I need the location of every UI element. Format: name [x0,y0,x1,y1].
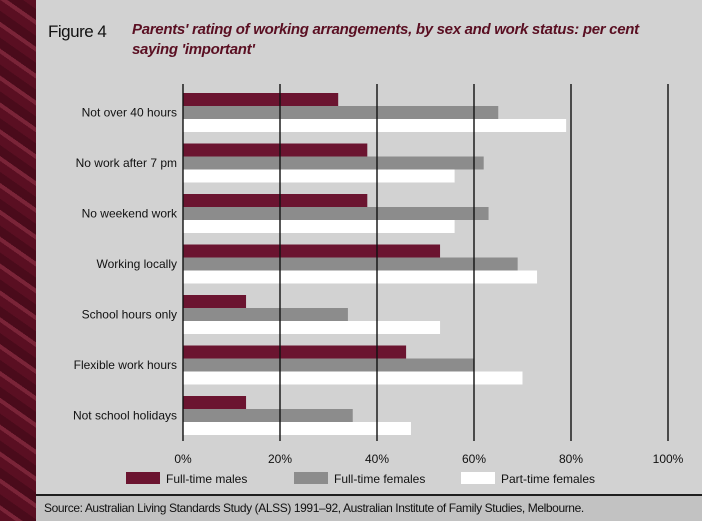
figure-header: Figure 4 Parents' rating of working arra… [36,0,702,76]
figure-label: Figure 4 [48,22,107,41]
bar-3-4 [183,270,538,284]
bar-2-3 [183,207,489,220]
bar-3-5 [183,321,441,334]
bar-3-2 [183,169,455,183]
bar-3-3 [183,220,455,233]
bar-3-7 [183,422,411,435]
x-tick-label: 80% [559,452,583,466]
bar-1-6 [183,345,407,359]
bar-1-5 [183,295,247,308]
bar-3-6 [183,371,523,385]
x-tick-label: 40% [365,452,389,466]
legend-swatch [461,472,495,484]
bar-2-4 [183,257,518,271]
bar-2-7 [183,409,353,422]
bar-1-2 [183,143,368,157]
x-tick-label: 100% [653,452,684,466]
x-tick-label: 0% [174,452,192,466]
x-tick-label: 60% [462,452,486,466]
chart-title: Parents' rating of working arrangements,… [132,21,639,58]
category-label: No weekend work [82,207,178,221]
x-tick-label: 20% [268,452,292,466]
category-label: Working locally [97,257,177,271]
category-label: Flexible work hours [74,358,177,372]
category-label: School hours only [82,308,177,322]
plot-area: Not over 40 hours No work after 7 pm No we… [36,76,702,494]
legend-swatch [126,472,160,484]
bar-chart: Not over 40 hours No work after 7 pm No we… [73,84,684,486]
legend-label: Part-time females [501,472,595,486]
bar-3-1 [183,119,567,132]
bar-1-4 [183,244,441,258]
category-label: No work after 7 pm [76,156,177,170]
bar-1-3 [183,194,368,207]
category-label: Not over 40 hours [82,106,177,120]
source-note: Source: Australian Living Standards Stud… [44,501,584,515]
legend-swatch [294,472,328,484]
bar-2-2 [183,156,484,170]
bar-1-7 [183,396,247,409]
bar-2-1 [183,106,499,119]
bar-1-1 [183,93,339,106]
decorative-side-strip [0,0,36,521]
bar-2-6 [183,358,474,372]
category-label: Not school holidays [73,409,177,423]
source-bar: Source: Australian Living Standards Stud… [36,494,702,521]
legend-label: Full-time males [166,472,247,486]
bar-2-5 [183,308,348,321]
legend-label: Full-time females [334,472,425,486]
